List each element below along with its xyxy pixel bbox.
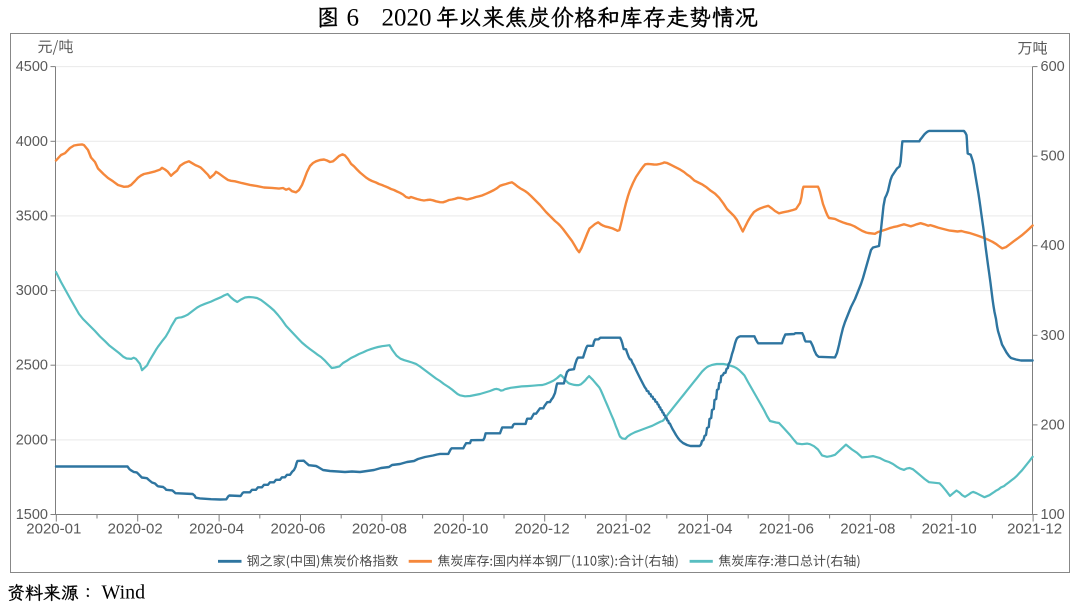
svg-text:4500: 4500 [16, 59, 48, 75]
svg-text:2021-04: 2021-04 [677, 521, 732, 538]
svg-text:2020-01: 2020-01 [26, 521, 81, 538]
svg-text:300: 300 [1041, 328, 1065, 344]
svg-text:3000: 3000 [16, 283, 48, 299]
svg-text:600: 600 [1041, 59, 1065, 75]
svg-text:200: 200 [1041, 417, 1065, 433]
svg-text:2021-08: 2021-08 [840, 521, 895, 538]
svg-text:6: 6 [347, 5, 360, 32]
svg-text:4000: 4000 [16, 134, 48, 150]
svg-text:2020-06: 2020-06 [270, 521, 325, 538]
svg-text:2021-06: 2021-06 [759, 521, 814, 538]
svg-text:400: 400 [1041, 238, 1065, 254]
svg-text:2020-12: 2020-12 [515, 521, 570, 538]
svg-text:Wind: Wind [102, 581, 146, 603]
svg-text:2500: 2500 [16, 358, 48, 374]
svg-text:2020-04: 2020-04 [189, 521, 244, 538]
svg-text:2000: 2000 [16, 432, 48, 448]
svg-text:2020-10: 2020-10 [433, 521, 488, 538]
svg-text:2020-02: 2020-02 [108, 521, 163, 538]
svg-text:2021-12: 2021-12 [1007, 521, 1062, 538]
svg-text:3500: 3500 [16, 208, 48, 224]
svg-text:500: 500 [1041, 149, 1065, 165]
svg-text:2020: 2020 [382, 5, 432, 32]
svg-text:100: 100 [1041, 507, 1065, 523]
svg-text:2021-02: 2021-02 [596, 521, 651, 538]
svg-text:1500: 1500 [16, 507, 48, 523]
svg-text:2020-08: 2020-08 [352, 521, 407, 538]
svg-text:2021-10: 2021-10 [922, 521, 977, 538]
